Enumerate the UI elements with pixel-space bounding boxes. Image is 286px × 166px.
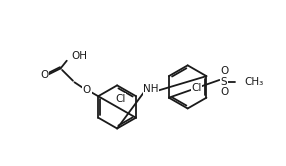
Text: S: S — [221, 77, 227, 86]
Text: O: O — [220, 87, 228, 97]
Text: NH: NH — [144, 84, 159, 94]
Text: CH₃: CH₃ — [244, 77, 263, 86]
Text: OH: OH — [72, 51, 88, 61]
Text: Cl: Cl — [115, 94, 126, 104]
Text: O: O — [83, 85, 91, 95]
Text: Cl: Cl — [191, 83, 202, 93]
Text: O: O — [40, 70, 48, 80]
Text: O: O — [220, 66, 228, 76]
